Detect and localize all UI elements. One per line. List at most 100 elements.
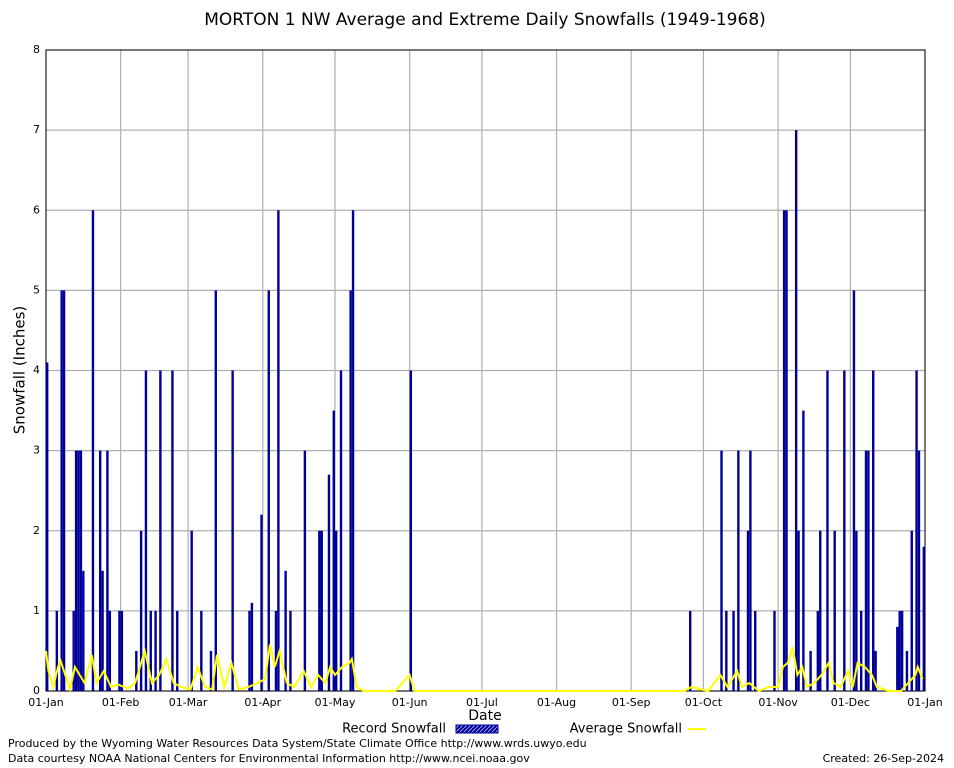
x-tick-label: 01-Jan — [28, 696, 64, 709]
bar — [794, 130, 798, 691]
bar — [82, 570, 85, 691]
x-tick-label: 01-Oct — [685, 696, 723, 709]
bar — [250, 602, 254, 691]
bar — [922, 546, 925, 691]
chart-title: MORTON 1 NW Average and Extreme Daily Sn… — [204, 10, 766, 30]
bar — [917, 450, 921, 691]
bar — [859, 610, 863, 691]
x-tick-label: 01-Sep — [612, 696, 651, 709]
y-tick-label: 4 — [33, 364, 40, 377]
x-tick-label: 01-May — [315, 696, 356, 709]
bar — [139, 530, 143, 691]
x-tick-label: 01-Feb — [102, 696, 139, 709]
bar — [773, 610, 776, 691]
bar — [303, 450, 307, 691]
bar — [101, 570, 104, 691]
y-axis-label: Snowfall (Inches) — [11, 306, 29, 434]
bar — [900, 610, 904, 691]
bar — [409, 370, 413, 691]
bar — [802, 410, 805, 691]
bar — [46, 362, 49, 691]
bar — [905, 650, 909, 691]
bar — [77, 450, 80, 691]
y-tick-label: 2 — [33, 524, 40, 537]
bar — [732, 610, 735, 691]
bar — [855, 530, 858, 691]
x-tick-label: 01-Aug — [537, 696, 576, 709]
x-axis-label: Date — [468, 708, 501, 724]
bar — [200, 610, 203, 691]
bar — [819, 530, 822, 691]
bar — [289, 610, 292, 691]
y-tick-label: 5 — [33, 283, 40, 296]
y-tick-label: 1 — [33, 604, 40, 617]
x-tick-label: 01-Jul — [466, 696, 498, 709]
y-tick-label: 6 — [33, 203, 40, 216]
bar — [318, 530, 321, 691]
bar — [785, 210, 788, 691]
bar — [797, 530, 800, 691]
bar — [248, 610, 251, 691]
bar — [106, 450, 109, 691]
bar — [120, 610, 124, 691]
x-tick-label: 01-Dec — [831, 696, 870, 709]
legend-label: Average Snowfall — [570, 722, 682, 737]
bar — [737, 450, 740, 691]
bar — [79, 450, 83, 691]
bar — [339, 370, 343, 691]
bar — [688, 610, 692, 691]
bar — [190, 530, 193, 691]
bar — [754, 610, 757, 691]
bar — [320, 530, 323, 691]
bar — [91, 210, 95, 691]
bar — [843, 370, 846, 691]
bar — [284, 570, 287, 691]
bar — [144, 370, 148, 691]
bar — [725, 610, 728, 691]
bar — [74, 450, 78, 691]
bar — [349, 290, 352, 691]
x-tick-label: 01-Jan — [907, 696, 943, 709]
x-tick-label: 01-Nov — [758, 696, 798, 709]
bar — [809, 650, 812, 691]
bar — [118, 610, 121, 691]
bar — [334, 530, 338, 691]
bar — [62, 290, 66, 691]
bar — [98, 450, 102, 691]
bar — [231, 370, 234, 691]
bar — [749, 450, 752, 691]
bar — [209, 650, 213, 691]
bar — [55, 610, 59, 691]
bar — [72, 610, 75, 691]
bar — [327, 474, 331, 691]
bar — [171, 370, 174, 691]
bar — [874, 650, 877, 691]
bar — [149, 610, 152, 691]
bar — [60, 290, 63, 691]
y-tick-label: 3 — [33, 444, 40, 457]
bar — [108, 610, 112, 691]
bar — [176, 610, 179, 691]
legend-label: Record Snowfall — [342, 722, 446, 737]
bar — [826, 370, 829, 691]
bar — [260, 514, 263, 691]
y-tick-label: 0 — [33, 684, 40, 697]
bar — [867, 450, 870, 691]
bar — [872, 370, 875, 691]
bar — [351, 210, 355, 691]
bar — [864, 450, 868, 691]
bar — [267, 290, 270, 691]
bar — [833, 530, 836, 691]
bar — [898, 610, 901, 691]
y-tick-label: 7 — [33, 123, 40, 136]
bar — [332, 410, 335, 691]
bar — [746, 530, 750, 691]
x-tick-label: 01-Jun — [392, 696, 428, 709]
bar — [159, 370, 162, 691]
bar — [915, 370, 918, 691]
bar — [274, 610, 278, 691]
bar — [816, 610, 820, 691]
bar — [910, 530, 913, 691]
line — [45, 644, 924, 694]
